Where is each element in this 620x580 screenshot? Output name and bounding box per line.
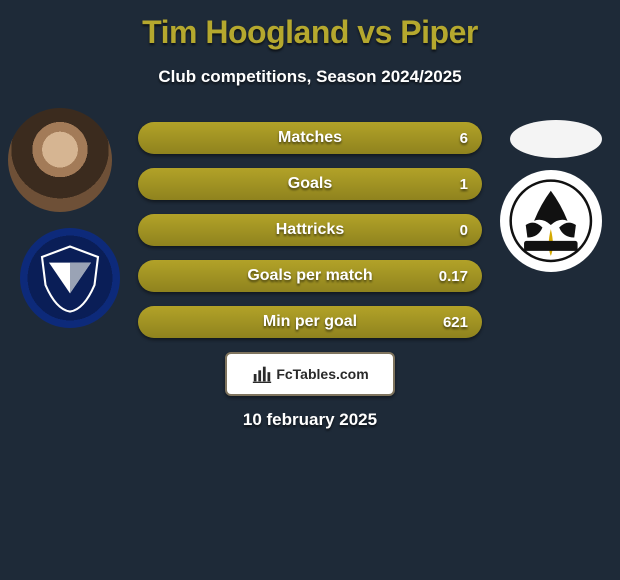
stat-row-hattricks: Hattricks 0 — [138, 214, 482, 246]
bar-chart-icon — [251, 363, 273, 385]
club-a-crest — [20, 228, 120, 328]
stat-value-right: 1 — [460, 168, 468, 200]
stat-row-matches: Matches 6 — [138, 122, 482, 154]
phoenix-crest-icon — [509, 179, 593, 263]
stat-value-right: 621 — [443, 306, 468, 338]
club-b-crest — [500, 170, 602, 272]
player-b-avatar — [510, 120, 602, 158]
source-badge[interactable]: FcTables.com — [225, 352, 395, 396]
source-badge-label: FcTables.com — [276, 366, 368, 382]
player-b-name: Piper — [400, 14, 478, 50]
player-a-avatar — [8, 108, 112, 212]
shield-icon — [35, 243, 105, 313]
subtitle: Club competitions, Season 2024/2025 — [0, 67, 620, 87]
stat-label: Hattricks — [276, 221, 344, 239]
page-title: Tim Hoogland vs Piper — [0, 0, 620, 51]
vs-separator: vs — [357, 14, 392, 50]
stat-label: Goals per match — [247, 267, 372, 285]
stat-label: Min per goal — [263, 313, 357, 331]
stat-value-right: 6 — [460, 122, 468, 154]
stat-row-gpm: Goals per match 0.17 — [138, 260, 482, 292]
stat-label: Matches — [278, 129, 342, 147]
stat-row-goals: Goals 1 — [138, 168, 482, 200]
snapshot-date: 10 february 2025 — [0, 410, 620, 430]
stats-panel: Matches 6 Goals 1 Hattricks 0 Goals per … — [138, 122, 482, 352]
stat-label: Goals — [288, 175, 332, 193]
stat-row-mpg: Min per goal 621 — [138, 306, 482, 338]
stat-value-right: 0.17 — [439, 260, 468, 292]
stat-value-right: 0 — [460, 214, 468, 246]
player-a-name: Tim Hoogland — [142, 14, 349, 50]
